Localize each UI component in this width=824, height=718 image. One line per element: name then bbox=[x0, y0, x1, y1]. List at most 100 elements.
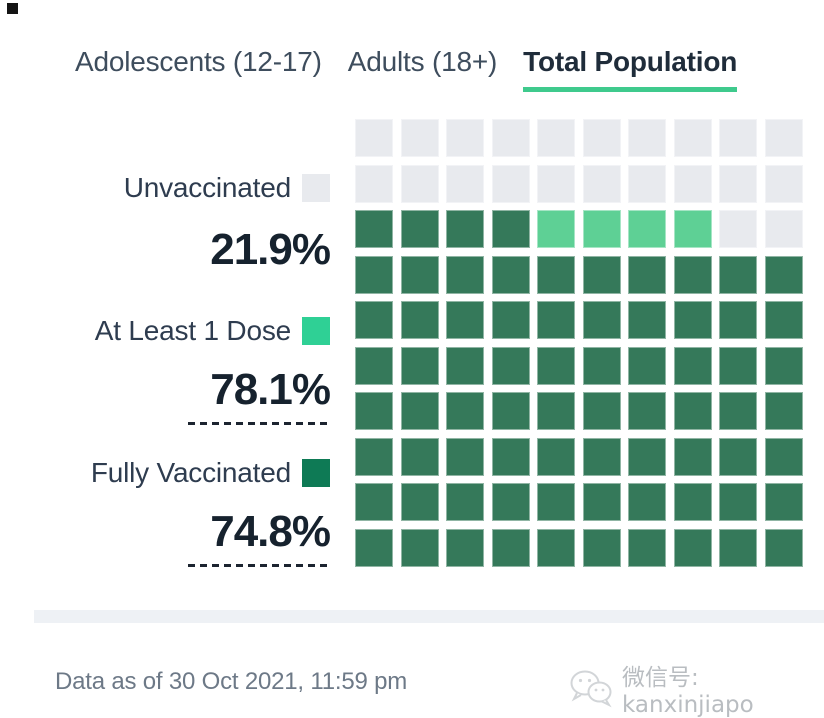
waffle-cell bbox=[446, 483, 484, 521]
waffle-cell bbox=[764, 392, 803, 430]
waffle-cell bbox=[400, 437, 439, 476]
waffle-cell bbox=[491, 255, 530, 294]
unvaccinated-value-text: 21.9% bbox=[210, 225, 331, 274]
waffle-cell bbox=[446, 119, 484, 157]
waffle-cell bbox=[355, 119, 393, 157]
waffle-cell bbox=[582, 392, 621, 430]
waffle-cell bbox=[719, 255, 757, 294]
waffle-cell bbox=[582, 528, 621, 567]
waffle-cell bbox=[491, 301, 530, 339]
waffle-cell bbox=[582, 301, 621, 339]
waffle-cell bbox=[491, 346, 530, 385]
waffle-cell bbox=[719, 483, 757, 521]
waffle-cell bbox=[582, 119, 621, 157]
waffle-cell bbox=[628, 346, 666, 385]
waffle-cell bbox=[446, 301, 484, 339]
tab-adults[interactable]: Adults (18+) bbox=[347, 46, 498, 77]
unvaccinated-swatch-icon bbox=[302, 174, 330, 202]
waffle-cell bbox=[537, 528, 575, 567]
legend-label-one-dose: At Least 1 Dose bbox=[94, 315, 291, 346]
legend-column: Unvaccinated 21.9% At Least 1 Dose 78.1%… bbox=[0, 0, 332, 600]
waffle-cell bbox=[673, 528, 712, 567]
waffle-cell bbox=[400, 301, 439, 339]
data-as-of-note: Data as of 30 Oct 2021, 11:59 pm bbox=[55, 668, 408, 695]
waffle-cell bbox=[400, 210, 439, 248]
population-tabs: Adolescents (12-17) Adults (18+) Total P… bbox=[75, 46, 737, 92]
waffle-cell bbox=[491, 528, 530, 567]
waffle-cell bbox=[355, 392, 393, 430]
waffle-cell bbox=[673, 255, 712, 294]
waffle-cell bbox=[355, 483, 393, 521]
waffle-cell bbox=[491, 119, 530, 157]
waffle-cell bbox=[400, 392, 439, 430]
waffle-cell bbox=[764, 528, 803, 567]
waffle-cell bbox=[764, 255, 803, 294]
waffle-cell bbox=[673, 346, 712, 385]
fully-vaccinated-dashed-underline bbox=[188, 564, 330, 567]
unvaccinated-percentage: 21.9% bbox=[210, 225, 331, 274]
waffle-cell bbox=[355, 255, 393, 294]
waffle-cell bbox=[355, 164, 393, 203]
waffle-cell bbox=[491, 164, 530, 203]
waffle-cell bbox=[537, 392, 575, 430]
waffle-cell bbox=[719, 164, 757, 203]
waffle-cell bbox=[400, 346, 439, 385]
waffle-cell bbox=[446, 392, 484, 430]
waffle-cell bbox=[764, 483, 803, 521]
waffle-cell bbox=[719, 392, 757, 430]
waffle-cell bbox=[764, 301, 803, 339]
waffle-cell bbox=[537, 164, 575, 203]
fully-vaccinated-value-text: 74.8% bbox=[210, 507, 331, 556]
waffle-cell bbox=[764, 119, 803, 157]
fully-vaccinated-swatch-icon bbox=[302, 459, 330, 487]
waffle-chart bbox=[355, 119, 803, 567]
waffle-cell bbox=[673, 437, 712, 476]
legend-item-fully-vaccinated: Fully Vaccinated bbox=[91, 457, 330, 489]
waffle-cell bbox=[764, 346, 803, 385]
waffle-cell bbox=[764, 164, 803, 203]
waffle-cell bbox=[628, 483, 666, 521]
waffle-cell bbox=[673, 119, 712, 157]
waffle-cell bbox=[764, 437, 803, 476]
waffle-cell bbox=[628, 528, 666, 567]
fully-vaccinated-percentage: 74.8% bbox=[188, 507, 331, 567]
waffle-cell bbox=[582, 210, 621, 248]
waffle-cell bbox=[355, 301, 393, 339]
waffle-cell bbox=[673, 210, 712, 248]
waffle-cell bbox=[446, 210, 484, 248]
waffle-cell bbox=[355, 346, 393, 385]
waffle-cell bbox=[491, 437, 530, 476]
waffle-cell bbox=[400, 255, 439, 294]
waffle-cell bbox=[446, 164, 484, 203]
tab-adolescents[interactable]: Adolescents (12-17) bbox=[75, 46, 322, 77]
corner-mark bbox=[7, 3, 18, 14]
waffle-cell bbox=[673, 392, 712, 430]
waffle-cell bbox=[446, 346, 484, 385]
legend-label-unvaccinated: Unvaccinated bbox=[123, 172, 291, 203]
waffle-cell bbox=[400, 528, 439, 567]
waffle-cell bbox=[719, 528, 757, 567]
one-dose-percentage: 78.1% bbox=[188, 365, 331, 425]
watermark-text: 微信号: kanxinjiapo bbox=[622, 665, 754, 718]
one-dose-swatch-icon bbox=[302, 317, 330, 345]
wechat-icon bbox=[570, 670, 612, 708]
waffle-cell bbox=[537, 210, 575, 248]
waffle-cell bbox=[400, 164, 439, 203]
waffle-cell bbox=[400, 483, 439, 521]
tab-total-population[interactable]: Total Population bbox=[523, 46, 737, 92]
waffle-cell bbox=[355, 528, 393, 567]
one-dose-value-text: 78.1% bbox=[210, 365, 331, 414]
waffle-cell bbox=[719, 119, 757, 157]
legend-item-one-dose: At Least 1 Dose bbox=[95, 315, 330, 347]
waffle-cell bbox=[582, 437, 621, 476]
waffle-cell bbox=[537, 255, 575, 294]
waffle-cell bbox=[628, 392, 666, 430]
waffle-cell bbox=[673, 483, 712, 521]
waffle-cell bbox=[582, 164, 621, 203]
legend-item-unvaccinated: Unvaccinated bbox=[124, 172, 330, 204]
watermark: 微信号: kanxinjiapo bbox=[568, 658, 824, 718]
waffle-cell bbox=[537, 437, 575, 476]
waffle-cell bbox=[537, 346, 575, 385]
waffle-cell bbox=[537, 119, 575, 157]
